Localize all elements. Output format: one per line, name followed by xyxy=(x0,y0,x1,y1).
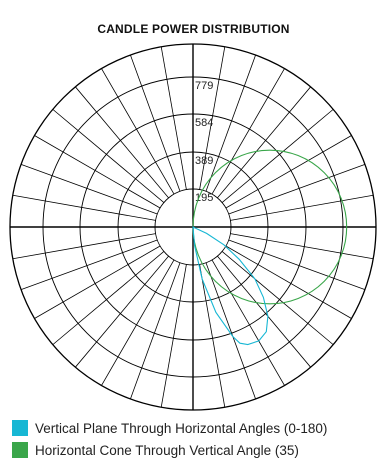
grid-ring xyxy=(117,151,269,303)
grid-spoke xyxy=(160,264,187,408)
grid-spoke xyxy=(225,135,352,209)
radial-label-195: 195 xyxy=(195,192,213,204)
grid-spoke xyxy=(211,259,285,386)
grid-spoke xyxy=(230,194,374,221)
grid-spoke xyxy=(211,68,285,195)
grid-spoke xyxy=(228,164,366,215)
radial-label-584: 584 xyxy=(195,117,213,129)
series-vertical-plane xyxy=(192,226,269,346)
grid-spoke xyxy=(130,54,181,192)
grid-spoke xyxy=(34,135,161,209)
legend-label-vertical: Vertical Plane Through Horizontal Angles… xyxy=(35,420,328,436)
radial-label-389: 389 xyxy=(195,155,213,167)
grid-spoke xyxy=(228,239,366,290)
legend-item-horizontal: Horizontal Cone Through Vertical Angle (… xyxy=(12,439,327,461)
grid-spoke xyxy=(205,54,256,192)
legend-item-vertical: Vertical Plane Through Horizontal Angles… xyxy=(12,417,327,439)
grid-spoke xyxy=(52,109,165,203)
grid-spoke xyxy=(101,259,175,386)
grid-spoke xyxy=(12,194,156,221)
grid-spoke xyxy=(221,109,334,203)
grid-spoke xyxy=(199,264,226,408)
legend-swatch-vertical xyxy=(12,420,28,436)
legend: Vertical Plane Through Horizontal Angles… xyxy=(12,417,327,461)
grid-spoke xyxy=(20,239,158,290)
grid-spoke xyxy=(20,164,158,215)
legend-label-horizontal: Horizontal Cone Through Vertical Angle (… xyxy=(35,442,299,458)
grid-spoke xyxy=(217,255,311,368)
grid-ring xyxy=(154,188,232,266)
grid-spoke xyxy=(130,262,181,400)
grid-spoke xyxy=(34,245,161,319)
radial-label-779: 779 xyxy=(195,80,213,92)
chart-title: CANDLE POWER DISTRIBUTION xyxy=(97,22,290,36)
grid-spoke xyxy=(221,251,334,345)
legend-swatch-horizontal xyxy=(12,442,28,458)
grid-ring xyxy=(42,76,344,378)
grid-spoke xyxy=(75,255,169,368)
grid-spoke xyxy=(205,262,256,400)
grid-spoke xyxy=(217,86,311,199)
grid-spoke xyxy=(75,86,169,199)
grid-ring xyxy=(9,43,377,411)
grid-spoke xyxy=(12,233,156,260)
grid-spoke xyxy=(225,245,352,319)
grid-spoke xyxy=(230,233,374,260)
grid-spoke xyxy=(52,251,165,345)
grid-ring xyxy=(79,113,307,341)
grid-spoke xyxy=(199,46,226,190)
grid-spoke xyxy=(101,68,175,195)
polar-chart: 195 389 584 779 xyxy=(9,43,377,411)
grid-spoke xyxy=(160,46,187,190)
